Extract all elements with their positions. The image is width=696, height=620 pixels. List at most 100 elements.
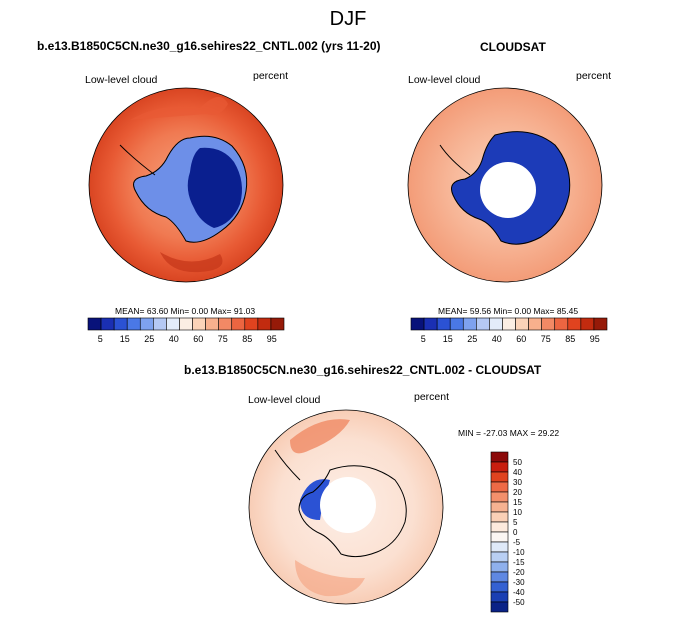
- colorbar-tick-label: 5: [98, 334, 103, 344]
- colorbar-swatch: [489, 317, 503, 331]
- coastline: [133, 135, 248, 243]
- panel-left-label: Low-level cloud: [408, 74, 481, 86]
- panel-stats: MEAN= 59.56 Min= 0.00 Max= 85.45: [438, 306, 579, 316]
- colorbar-tick-label: -30: [513, 578, 525, 587]
- panel-units-label: percent: [253, 70, 289, 82]
- colorbar-tick-label: 25: [467, 334, 477, 344]
- colorbar-swatch: [580, 317, 595, 331]
- colorbar-tick-label: 85: [565, 334, 575, 344]
- colorbar-swatch: [166, 317, 180, 331]
- colorbar-swatch: [192, 317, 206, 331]
- colorbar-swatch: [153, 317, 167, 331]
- colorbar-swatch: [490, 531, 509, 543]
- colorbar-swatch: [490, 451, 509, 463]
- colorbar-swatch: [113, 317, 128, 331]
- colorbar-obs: 5 15 25 40 60 75 85 95: [410, 317, 608, 344]
- colorbar-tick-label: 95: [590, 334, 600, 344]
- high-cloud-band: [160, 252, 223, 273]
- colorbar-tick-label: 10: [513, 508, 522, 517]
- colorbar-tick-label: 5: [421, 334, 426, 344]
- colorbar-tick-label: 95: [267, 334, 277, 344]
- colorbar-tick-label: 75: [218, 334, 228, 344]
- panel-title-diff: b.e13.B1850C5CN.ne30_g16.sehires22_CNTL.…: [184, 363, 542, 377]
- colorbar-swatch: [490, 581, 509, 593]
- peninsula-coastline: [119, 144, 156, 176]
- panel-left-label: Low-level cloud: [248, 394, 321, 406]
- colorbar-swatch: [528, 317, 542, 331]
- panel-title-model: b.e13.B1850C5CN.ne30_g16.sehires22_CNTL.…: [37, 39, 381, 53]
- peninsula-coastline: [274, 449, 301, 481]
- panel-units-label: percent: [576, 70, 612, 82]
- colorbar-swatch: [490, 571, 509, 583]
- coastline: [451, 131, 571, 245]
- colorbar-tick-label: 40: [169, 334, 179, 344]
- colorbar-tick-label: -40: [513, 588, 525, 597]
- colorbar-swatch: [554, 317, 569, 331]
- antarctica-interior: [187, 147, 242, 228]
- colorbar-swatch: [231, 317, 246, 331]
- colorbar-tick-label: 25: [144, 334, 154, 344]
- colorbar-tick-label: 75: [541, 334, 551, 344]
- colorbar-swatch: [476, 317, 490, 331]
- colorbar-tick-label: 15: [443, 334, 453, 344]
- colorbar-tick-label: 15: [513, 498, 522, 507]
- colorbar-tick-label: -15: [513, 558, 525, 567]
- colorbar-swatch: [100, 317, 115, 331]
- colorbar-swatch: [139, 317, 154, 331]
- colorbar-tick-label: 30: [513, 478, 522, 487]
- panel-units-label: percent: [414, 391, 450, 403]
- colorbar-tick-label: 5: [513, 518, 518, 527]
- colorbar-swatch: [87, 317, 102, 331]
- colorbar-swatch: [270, 317, 285, 331]
- pole-mask: [480, 162, 536, 218]
- colorbar-swatch: [126, 317, 141, 331]
- colorbar-swatch: [567, 317, 582, 331]
- colorbar-swatch: [490, 501, 509, 513]
- colorbar-tick-label: 40: [513, 468, 522, 477]
- colorbar-swatch: [257, 317, 272, 331]
- colorbar-swatch: [205, 317, 219, 331]
- colorbar-tick-label: -20: [513, 568, 525, 577]
- coastline: [298, 465, 407, 558]
- colorbar-tick-label: 40: [492, 334, 502, 344]
- negative-anomaly: [300, 479, 330, 520]
- panel-title-obs: CLOUDSAT: [480, 40, 546, 54]
- colorbar-tick-label: -5: [513, 538, 521, 547]
- colorbar-tick-label: 60: [516, 334, 526, 344]
- colorbar-swatch: [218, 317, 233, 331]
- colorbar-swatch: [423, 317, 438, 331]
- colorbar-swatch: [515, 317, 529, 331]
- colorbar-swatch: [179, 317, 193, 331]
- panel-left-label: Low-level cloud: [85, 74, 158, 86]
- colorbar-swatch: [490, 471, 509, 483]
- colorbar-swatch: [490, 481, 509, 493]
- colorbar-tick-label: 15: [120, 334, 130, 344]
- colorbar-tick-label: 50: [513, 458, 522, 467]
- high-cloud-band: [130, 96, 228, 120]
- colorbar-swatch: [490, 551, 509, 563]
- positive-anomaly: [290, 419, 350, 454]
- colorbar-swatch: [490, 491, 509, 503]
- colorbar-swatch: [490, 591, 509, 603]
- peninsula-coastline: [439, 144, 471, 176]
- colorbar-tick-label: 60: [193, 334, 203, 344]
- pole-mask: [320, 477, 376, 533]
- colorbar-swatch: [490, 601, 509, 613]
- panel-stats: MEAN= 63.60 Min= 0.00 Max= 91.03: [115, 306, 256, 316]
- colorbar-swatch: [410, 317, 425, 331]
- main-title: DJF: [329, 8, 367, 30]
- colorbar-swatch: [490, 521, 509, 533]
- colorbar-swatch: [490, 541, 509, 553]
- colorbar-swatch: [593, 317, 608, 331]
- colorbar-swatch: [502, 317, 516, 331]
- colorbar-swatch: [436, 317, 451, 331]
- colorbar-tick-label: 85: [242, 334, 252, 344]
- panel-stats: MIN = -27.03 MAX = 29.22: [458, 428, 560, 438]
- colorbar-tick-label: -50: [513, 598, 525, 607]
- colorbar-tick-label: 20: [513, 488, 522, 497]
- colorbar-swatch: [490, 461, 509, 473]
- colorbar-model: 5 15 25 40 60 75 85 95: [87, 317, 285, 344]
- colorbar-swatch: [462, 317, 477, 331]
